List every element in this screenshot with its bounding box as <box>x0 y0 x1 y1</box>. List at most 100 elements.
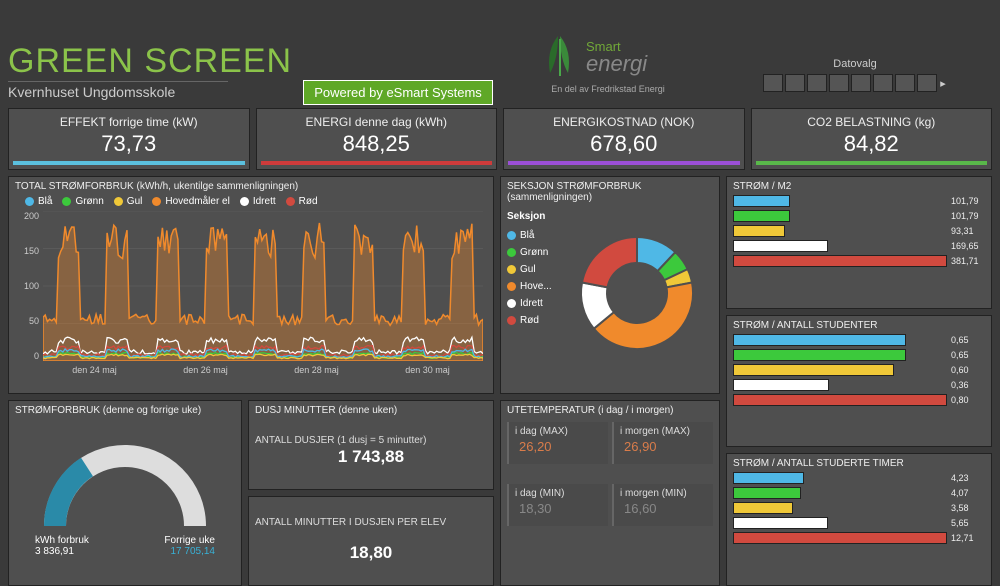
hbar-track <box>733 364 947 376</box>
hbar-value: 5,65 <box>951 518 985 528</box>
hbar-fill <box>733 255 947 267</box>
legend-dot-icon <box>240 197 249 206</box>
brand: GREEN SCREEN Kvernhuset Ungdomsskole <box>8 42 298 100</box>
hbar-value: 169,65 <box>951 241 985 251</box>
temp-value: 16,60 <box>620 501 707 516</box>
hbar-row: 3,58 <box>733 502 985 514</box>
donut-legend-item[interactable]: Hove... <box>507 281 567 292</box>
date-picker-boxes[interactable]: ▸ <box>718 74 992 92</box>
hbar-fill <box>733 379 829 391</box>
smart-energi-logo-icon: Smart energi <box>528 31 688 81</box>
header: GREEN SCREEN Kvernhuset Ungdomsskole Pow… <box>8 0 992 100</box>
x-axis: den 24 majden 26 majden 28 majden 30 maj <box>39 365 483 381</box>
logo: Smart energi En del av Fredrikstad Energ… <box>498 31 718 94</box>
donut-legend-item[interactable]: Idrett <box>507 298 567 309</box>
hbar-row: 5,65 <box>733 517 985 529</box>
hbar-fill <box>733 195 790 207</box>
metric-value: 73,73 <box>13 131 245 157</box>
hbar-track <box>733 502 947 514</box>
hbar-value: 101,79 <box>951 211 985 221</box>
donut-legend-item[interactable]: Grønn <box>507 247 567 258</box>
legend-item[interactable]: Idrett <box>240 196 276 207</box>
temp-value: 26,90 <box>620 439 707 454</box>
hbar-row: 101,79 <box>733 195 985 207</box>
hbar-track <box>733 195 947 207</box>
dusj-label-1: ANTALL DUSJER (1 dusj = 5 minutter) <box>255 435 487 446</box>
date-picker[interactable]: Datovalg ▸ <box>718 58 992 92</box>
hbar-fill <box>733 210 790 222</box>
donut-legend: SeksjonBlåGrønnGulHove...IdrettRød <box>507 207 567 370</box>
column-middle: SEKSJON STRØMFORBRUK (sammenligningen) S… <box>500 176 720 586</box>
main-chart-legend: Blå Grønn Gul Hovedmåler el Idrett Rød <box>25 196 487 207</box>
gauge-svg <box>25 426 225 536</box>
hbar-track <box>733 487 947 499</box>
temp-label: i morgen (MIN) <box>620 488 707 499</box>
legend-item[interactable]: Gul <box>114 196 143 207</box>
date-picker-label: Datovalg <box>718 58 992 70</box>
hbar-value: 0,36 <box>951 380 985 390</box>
temp-cell: i morgen (MIN) 16,60 <box>612 484 713 526</box>
temp-title: UTETEMPERATUR (i dag / i morgen) <box>507 405 713 416</box>
hbar-track <box>733 532 947 544</box>
hbar-fill <box>733 502 793 514</box>
main-chart-card: TOTAL STRØMFORBRUK (kWh/h, ukentilge sam… <box>8 176 494 394</box>
metric-title: EFFEKT forrige time (kW) <box>13 115 245 129</box>
hbar-fill <box>733 334 906 346</box>
dusj-val-1: 1 743,88 <box>255 447 487 467</box>
temp-cell: i dag (MIN) 18,30 <box>507 484 608 526</box>
metric-bar <box>756 161 988 165</box>
hbar-track <box>733 394 947 406</box>
temp-value: 18,30 <box>515 501 602 516</box>
hbar-value: 0,65 <box>951 350 985 360</box>
gauge-title: STRØMFORBRUK (denne og forrige uke) <box>15 405 235 416</box>
legend-dot-icon <box>507 248 516 257</box>
hbar-row: 4,23 <box>733 472 985 484</box>
left-bottom-row: STRØMFORBRUK (denne og forrige uke) kWh … <box>8 400 494 586</box>
hbar-value: 0,65 <box>951 335 985 345</box>
legend-item[interactable]: Rød <box>286 196 318 207</box>
hbar-track <box>733 334 947 346</box>
legend-dot-icon <box>152 197 161 206</box>
hbar-value: 12,71 <box>951 533 985 543</box>
chevron-right-icon[interactable]: ▸ <box>939 74 947 92</box>
donut-legend-item[interactable]: Gul <box>507 264 567 275</box>
legend-dot-icon <box>62 197 71 206</box>
legend-item[interactable]: Hovedmåler el <box>152 196 229 207</box>
metric-title: CO2 BELASTNING (kg) <box>756 115 988 129</box>
temperature-card: UTETEMPERATUR (i dag / i morgen) i dag (… <box>500 400 720 586</box>
legend-dot-icon <box>286 197 295 206</box>
dusj-title: DUSJ MINUTTER (denne uken) <box>255 405 487 416</box>
dusj-column: DUSJ MINUTTER (denne uken) ANTALL DUSJER… <box>248 400 494 586</box>
temp-grid: i dag (MAX) 26,20i morgen (MAX) 26,90i d… <box>507 422 713 526</box>
hbar-fill <box>733 394 947 406</box>
donut-chart-svg <box>567 207 707 367</box>
donut-legend-item[interactable]: Rød <box>507 315 567 326</box>
hbar-row: 169,65 <box>733 240 985 252</box>
dusj-label-2: ANTALL MINUTTER I DUSJEN PER ELEV <box>255 517 487 528</box>
hbar-track <box>733 349 947 361</box>
donut-legend-item[interactable]: Blå <box>507 230 567 241</box>
hbar-row: 0,65 <box>733 334 985 346</box>
hbar-value: 3,58 <box>951 503 985 513</box>
metric-bar <box>13 161 245 165</box>
line-chart-svg <box>43 211 483 361</box>
hbar-row: 381,71 <box>733 255 985 267</box>
legend-item[interactable]: Grønn <box>62 196 103 207</box>
temp-label: i dag (MAX) <box>515 426 602 437</box>
hbar-row: 0,60 <box>733 364 985 376</box>
brand-subtitle: Kvernhuset Ungdomsskole <box>8 81 228 100</box>
metric-tile: ENERGI denne dag (kWh) 848,25 <box>256 108 498 170</box>
hbar-value: 93,31 <box>951 226 985 236</box>
metric-bar <box>508 161 740 165</box>
hbar-card: STRØM / ANTALL STUDENTER 0,65 0,65 0,60 … <box>726 315 992 448</box>
hbar-row: 4,07 <box>733 487 985 499</box>
hbar-value: 4,23 <box>951 473 985 483</box>
metrics-row: EFFEKT forrige time (kW) 73,73 ENERGI de… <box>8 108 992 170</box>
hbar-fill <box>733 487 801 499</box>
hbar-track <box>733 240 947 252</box>
dusj-val-2: 18,80 <box>255 543 487 563</box>
hbar-title: STRØM / M2 <box>733 181 985 192</box>
legend-item[interactable]: Blå <box>25 196 52 207</box>
gauge-card: STRØMFORBRUK (denne og forrige uke) kWh … <box>8 400 242 586</box>
legend-dot-icon <box>507 231 516 240</box>
